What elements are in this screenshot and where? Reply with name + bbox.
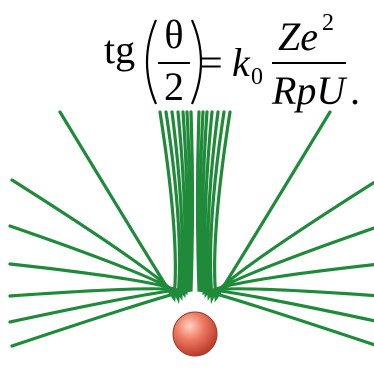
coefficient: k (232, 40, 251, 85)
numerator: Ze (278, 14, 318, 59)
equals: = (200, 40, 223, 85)
coefficient-subscript: 0 (251, 64, 263, 90)
formula: tg θ 2 = k 0 Ze 2 RpU . (104, 10, 360, 113)
numerator-exponent: 2 (322, 10, 334, 36)
nucleus (173, 312, 217, 356)
diagram: tg θ 2 = k 0 Ze 2 RpU . (0, 0, 374, 374)
function: tg (104, 27, 135, 72)
denominator: RpU (271, 68, 348, 113)
angle: θ (164, 12, 183, 57)
left-trajectories (10, 112, 193, 346)
right-trajectories (198, 112, 374, 346)
left-paren (147, 20, 156, 104)
angle-divisor: 2 (164, 64, 184, 109)
page: tg θ 2 = k 0 Ze 2 RpU . (0, 0, 374, 374)
period: . (350, 68, 360, 113)
trajectories (10, 112, 374, 346)
